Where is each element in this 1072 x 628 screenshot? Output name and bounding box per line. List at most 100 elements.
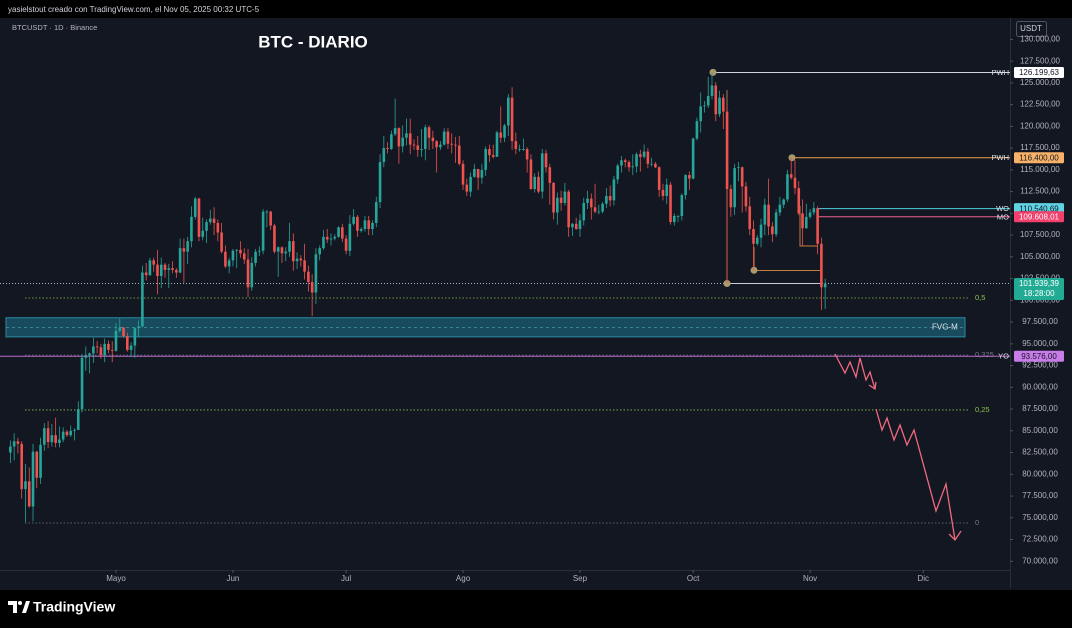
- candle-body: [216, 222, 220, 233]
- candle-body: [186, 241, 189, 252]
- y-tick-label: 115.000,00: [1020, 165, 1060, 174]
- candle-body: [367, 220, 371, 230]
- candle-body: [382, 148, 386, 163]
- candle-body: [190, 216, 193, 242]
- candle-body: [299, 258, 303, 261]
- candle-body: [95, 346, 99, 348]
- candle-body: [578, 220, 582, 230]
- y-tick-label: 105.000,00: [1020, 252, 1061, 261]
- candle-body: [635, 154, 638, 167]
- candle-body: [9, 446, 12, 453]
- y-tick-label: 80.000,00: [1022, 469, 1058, 478]
- candle-body: [461, 163, 465, 185]
- candle-body: [359, 229, 363, 231]
- candle-body: [401, 137, 404, 147]
- price-tag: [1014, 211, 1064, 223]
- logo-icon: [8, 601, 30, 613]
- price-tag: [1014, 66, 1064, 78]
- candle-body: [488, 148, 491, 156]
- logo-shape: [18, 601, 22, 605]
- level-name: MO: [997, 212, 1009, 221]
- projection-path: [834, 353, 876, 390]
- candle-body: [76, 409, 80, 430]
- candle-body: [789, 174, 793, 178]
- candle-body: [703, 105, 706, 107]
- candle-body: [571, 223, 574, 228]
- projection-arrow: [868, 381, 877, 391]
- currency: USDT: [1020, 24, 1042, 33]
- level-name: PWH: [992, 68, 1010, 77]
- candle-body: [684, 175, 687, 196]
- candle-body: [605, 195, 608, 204]
- candle-body: [276, 247, 280, 252]
- fib-label: 0: [975, 518, 979, 527]
- candle-body: [763, 204, 767, 225]
- candle-body: [39, 444, 42, 478]
- level-name: YO: [998, 352, 1009, 361]
- anchor-point: [788, 154, 796, 162]
- candle-body: [586, 198, 589, 203]
- currency-box[interactable]: [1016, 21, 1047, 37]
- candle-body: [507, 97, 510, 126]
- candle-body: [797, 188, 801, 214]
- candle-body: [680, 195, 684, 216]
- candle-body: [661, 189, 665, 196]
- candle-body: [291, 241, 295, 262]
- candle-body: [61, 431, 65, 440]
- candle-body: [473, 169, 476, 177]
- candle-body: [544, 153, 548, 168]
- y-tick-label: 70.000,00: [1022, 556, 1058, 565]
- candle-body: [744, 186, 748, 207]
- candle-body: [593, 207, 597, 212]
- candle-body: [774, 212, 778, 235]
- candle-body: [808, 212, 812, 217]
- logo-shape: [22, 601, 30, 613]
- candle-body: [348, 223, 352, 251]
- y-tick-label: 97.500,00: [1022, 317, 1058, 326]
- candle-body: [239, 249, 242, 254]
- x-tick-label: Oct: [687, 574, 700, 583]
- candle-body: [612, 179, 616, 201]
- candle-body: [816, 208, 819, 244]
- candle-body: [499, 132, 503, 138]
- candle-body: [450, 143, 454, 145]
- candle-body: [552, 182, 555, 213]
- candle-body: [310, 282, 314, 293]
- candle-body: [20, 443, 23, 490]
- candle-body: [246, 259, 250, 288]
- candle-body: [92, 346, 95, 354]
- candle-body: [250, 262, 254, 288]
- candle-body: [58, 439, 61, 444]
- footer-logo: TradingView: [33, 599, 115, 615]
- candle-body: [737, 167, 740, 169]
- candle-body: [639, 154, 642, 157]
- candle-body: [793, 177, 797, 189]
- x-tick-label: Dic: [917, 574, 929, 583]
- price-tag-label: 101.939,39: [1019, 279, 1060, 288]
- candle-body: [201, 230, 205, 237]
- candle-body: [725, 111, 729, 190]
- chart-title: BTC - DIARIO: [258, 32, 368, 51]
- candle-body: [242, 253, 246, 260]
- zone: [5, 317, 966, 338]
- candle-body: [167, 268, 171, 270]
- candle-body: [280, 247, 284, 254]
- candle-body: [322, 236, 325, 249]
- drawing-box: [799, 206, 818, 247]
- price-tag: [1014, 152, 1064, 164]
- candle-body: [220, 232, 223, 252]
- candle-body: [525, 148, 529, 160]
- level-name: WO: [996, 204, 1009, 213]
- candle-body: [227, 260, 231, 267]
- candle-body: [390, 134, 393, 149]
- candle-body: [344, 238, 348, 251]
- candle-body: [823, 283, 827, 288]
- candle-body: [627, 162, 631, 168]
- zone-label: FVG-M: [932, 322, 958, 331]
- candle-body: [254, 251, 257, 263]
- y-tick-label: 90.000,00: [1022, 382, 1058, 391]
- candle-body: [503, 125, 506, 138]
- candle-body: [352, 216, 355, 224]
